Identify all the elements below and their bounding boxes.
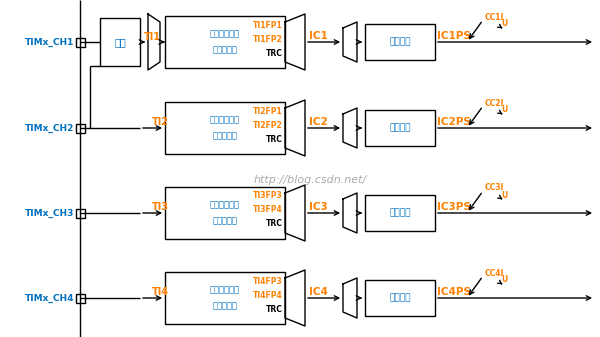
Text: 边沿检测器: 边沿检测器 [212, 302, 238, 310]
Text: TI4FP4: TI4FP4 [253, 290, 283, 300]
Text: U: U [501, 20, 507, 29]
Bar [165, 102, 285, 154]
Bar [76, 209, 85, 218]
Text: IC4: IC4 [309, 287, 328, 297]
Text: 边沿检测器: 边沿检测器 [212, 45, 238, 55]
Text: 预分频器: 预分频器 [389, 123, 411, 132]
Bar [76, 124, 85, 133]
Text: 输入滤波器和: 输入滤波器和 [210, 285, 240, 295]
Bar [100, 18, 140, 66]
Text: TI4FP3: TI4FP3 [253, 276, 283, 285]
Text: 边沿检测器: 边沿检测器 [212, 216, 238, 225]
Text: 预分频器: 预分频器 [389, 294, 411, 303]
Text: IC4PS: IC4PS [437, 287, 471, 297]
Bar [165, 187, 285, 239]
Text: 预分频器: 预分频器 [389, 37, 411, 47]
Text: U: U [501, 276, 507, 284]
Text: TI3FP4: TI3FP4 [253, 206, 283, 214]
Bar [76, 38, 85, 47]
Text: CC1I: CC1I [485, 12, 505, 22]
Text: CC4I: CC4I [485, 269, 505, 277]
Text: TI3FP3: TI3FP3 [253, 191, 283, 201]
Text: TIMx_CH4: TIMx_CH4 [25, 294, 74, 303]
Text: TI2FP1: TI2FP1 [253, 106, 283, 116]
Text: TRC: TRC [266, 219, 283, 228]
Text: TI1FP2: TI1FP2 [253, 34, 283, 43]
Bar [365, 110, 435, 146]
Bar [165, 272, 285, 324]
Bar [365, 24, 435, 60]
Text: TI1: TI1 [144, 32, 161, 42]
Text: IC1: IC1 [309, 31, 328, 41]
Text: TRC: TRC [266, 305, 283, 313]
Text: IC2PS: IC2PS [437, 117, 471, 127]
Text: IC3PS: IC3PS [437, 202, 471, 212]
Text: 预分频器: 预分频器 [389, 209, 411, 217]
Bar [76, 294, 85, 303]
Text: TIMx_CH3: TIMx_CH3 [25, 208, 74, 218]
Text: 输入滤波器和: 输入滤波器和 [210, 116, 240, 124]
Text: TI2FP2: TI2FP2 [253, 121, 283, 129]
Text: http://blog.csdn.net/: http://blog.csdn.net/ [253, 175, 367, 185]
Bar [365, 195, 435, 231]
Text: TRC: TRC [266, 134, 283, 144]
Text: TI3: TI3 [152, 202, 169, 212]
Text: IC2: IC2 [309, 117, 328, 127]
Text: TI4: TI4 [152, 287, 169, 297]
Bar [165, 16, 285, 68]
Text: U: U [501, 105, 507, 115]
Text: TIMx_CH2: TIMx_CH2 [25, 123, 74, 132]
Text: TRC: TRC [266, 49, 283, 58]
Text: U: U [501, 190, 507, 200]
Text: TIMx_CH1: TIMx_CH1 [25, 37, 74, 47]
Text: CC2I: CC2I [485, 98, 505, 108]
Text: IC3: IC3 [309, 202, 328, 212]
Bar [365, 280, 435, 316]
Text: TI1FP1: TI1FP1 [253, 21, 283, 30]
Text: TI2: TI2 [152, 117, 169, 127]
Text: 异或: 异或 [114, 37, 126, 47]
Text: 边沿检测器: 边沿检测器 [212, 131, 238, 141]
Text: 输入滤波器和: 输入滤波器和 [210, 30, 240, 38]
Text: CC3I: CC3I [485, 184, 505, 192]
Text: IC1PS: IC1PS [437, 31, 471, 41]
Text: 输入滤波器和: 输入滤波器和 [210, 201, 240, 210]
